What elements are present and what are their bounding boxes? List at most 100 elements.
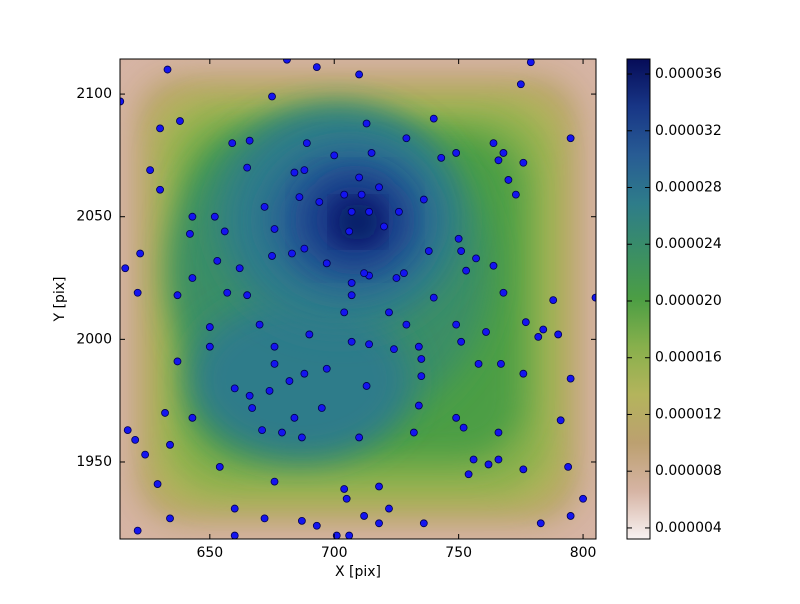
point — [243, 291, 252, 300]
point — [163, 65, 172, 74]
point — [494, 428, 503, 437]
point — [347, 291, 356, 300]
point — [270, 477, 279, 486]
point — [499, 288, 508, 297]
point — [312, 63, 321, 71]
point — [459, 423, 468, 432]
colorbar-tick-label: 0.000024 — [655, 236, 722, 252]
point — [489, 139, 498, 148]
point — [243, 163, 252, 172]
point — [220, 227, 229, 236]
point — [228, 139, 237, 148]
point — [375, 519, 383, 528]
x-axis-label: X [pix] — [335, 564, 381, 580]
point — [457, 337, 466, 346]
point — [414, 401, 423, 410]
point — [332, 531, 341, 539]
point — [390, 345, 398, 354]
point — [345, 227, 354, 236]
point — [365, 340, 373, 349]
point — [519, 158, 528, 167]
point — [526, 59, 535, 67]
point — [392, 274, 401, 282]
point — [462, 266, 471, 275]
point — [402, 320, 411, 329]
point — [472, 254, 480, 263]
point — [265, 386, 274, 395]
point — [205, 323, 214, 331]
point — [260, 202, 269, 211]
point — [521, 318, 530, 327]
density-layer — [336, 202, 380, 242]
x-tick-label: 800 — [570, 545, 597, 561]
point — [230, 531, 239, 539]
point — [173, 291, 182, 300]
point — [340, 485, 349, 493]
point — [355, 173, 364, 182]
plot-frame — [119, 58, 597, 540]
point — [270, 225, 279, 233]
point — [270, 342, 279, 351]
point — [484, 460, 493, 469]
point — [429, 114, 438, 123]
point — [534, 332, 543, 341]
point — [516, 80, 525, 89]
point — [297, 516, 306, 525]
point — [457, 247, 466, 255]
point — [345, 531, 354, 539]
y-tick-label: 2050 — [76, 209, 112, 225]
point — [290, 168, 299, 177]
point — [121, 264, 130, 273]
point — [419, 195, 428, 204]
point — [474, 359, 483, 368]
point — [223, 288, 232, 297]
point — [270, 359, 279, 368]
point — [258, 426, 266, 434]
point — [305, 330, 314, 339]
point — [245, 136, 254, 145]
colorbar-tick-label: 0.000028 — [655, 180, 722, 196]
point — [347, 337, 356, 346]
point — [156, 185, 164, 194]
point — [355, 70, 364, 79]
point — [566, 512, 575, 520]
point — [375, 482, 383, 491]
point — [302, 139, 311, 148]
point — [176, 117, 184, 125]
point — [136, 249, 145, 258]
point — [454, 234, 463, 243]
point — [248, 404, 257, 412]
point — [566, 134, 575, 143]
point — [519, 369, 528, 378]
point — [400, 269, 408, 278]
point — [340, 308, 349, 317]
point — [315, 198, 324, 206]
point — [186, 229, 194, 238]
point — [173, 357, 182, 366]
point — [317, 404, 326, 412]
point — [230, 504, 239, 513]
point — [283, 59, 291, 64]
point — [409, 428, 418, 437]
point — [166, 514, 174, 523]
point — [230, 384, 239, 393]
x-tick-label: 650 — [196, 545, 223, 561]
point — [556, 416, 565, 425]
point — [375, 183, 383, 192]
point — [278, 428, 286, 437]
point — [322, 364, 331, 373]
point — [188, 413, 197, 422]
y-axis-label: Y [pix] — [52, 277, 68, 323]
y-tick-label: 2000 — [76, 331, 112, 347]
point — [494, 156, 503, 165]
point — [322, 259, 331, 268]
density-map — [120, 59, 596, 539]
colorbar-tick-label: 0.000036 — [655, 66, 722, 82]
point — [566, 374, 575, 383]
point — [188, 212, 197, 221]
y-tick-label: 2100 — [76, 86, 112, 102]
point — [549, 296, 558, 305]
point — [504, 176, 513, 184]
point — [288, 249, 296, 258]
point — [362, 382, 371, 390]
